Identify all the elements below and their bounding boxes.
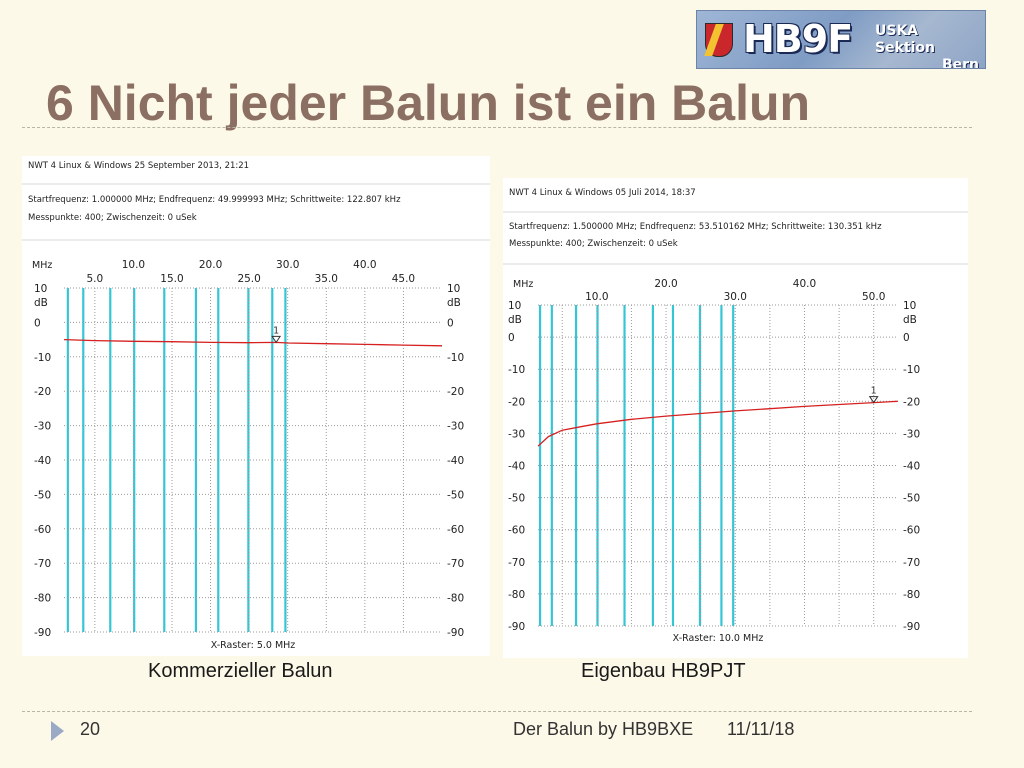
footer-date: 11/11/18 — [727, 719, 795, 739]
measurement-trace — [63, 338, 443, 347]
marker-triangle — [271, 335, 282, 344]
chart-panel-homebrew: NWT 4 Linux & Windows 05 Juli 2014, 18:3… — [503, 178, 968, 658]
footer-divider — [22, 711, 972, 712]
slide-arrow-icon — [51, 721, 64, 741]
y-tick-label-right: -40 — [903, 461, 920, 473]
title-divider — [22, 127, 972, 128]
x-raster-label: X-Raster: 5.0 MHz — [211, 640, 296, 651]
x-tick-label-bottom: 50.0 — [862, 291, 885, 303]
logo-section-line1: USKA Sektion — [875, 23, 935, 56]
logo-callsign: HB9F — [743, 17, 853, 61]
y-tick-label-left: -80 — [508, 589, 525, 601]
y-unit-label-left: dB — [34, 297, 48, 309]
x-tick-label-bottom: 25.0 — [237, 273, 260, 285]
y-tick-label-right: -70 — [447, 558, 464, 570]
chart-commercial-balun: NWT 4 Linux & Windows 25 September 2013,… — [22, 161, 490, 651]
y-tick-label-left: 0 — [34, 317, 41, 329]
y-tick-label-right: -40 — [447, 455, 464, 467]
y-tick-label-left: -70 — [34, 558, 51, 570]
x-tick-label-bottom: 5.0 — [87, 273, 104, 285]
y-tick-label-left: -20 — [34, 386, 51, 398]
y-tick-label-right: -10 — [447, 352, 464, 364]
y-tick-label-left: -10 — [34, 352, 51, 364]
marker-triangle — [868, 396, 879, 404]
measurement-trace — [537, 400, 898, 447]
chart-header-line3: Messpunkte: 400; Zwischenzeit: 0 uSek — [509, 239, 678, 249]
y-tick-label-right: -90 — [447, 627, 464, 639]
chart-header-line3: Messpunkte: 400; Zwischenzeit: 0 uSek — [28, 213, 197, 223]
logo-section-text: USKA Sektion Bern — [875, 23, 981, 69]
y-unit-label-right: dB — [447, 297, 461, 309]
uska-logo: HB9F USKA Sektion Bern — [696, 10, 986, 69]
bern-bear-shield-icon — [704, 23, 733, 57]
y-tick-label-right: -50 — [903, 493, 920, 505]
chart-homebrew-balun: NWT 4 Linux & Windows 05 Juli 2014, 18:3… — [503, 188, 968, 644]
y-tick-label-right: 10 — [447, 283, 460, 295]
caption-commercial: Kommerzieller Balun — [148, 660, 333, 682]
x-tick-label-bottom: 15.0 — [160, 273, 183, 285]
y-tick-label-right: -10 — [903, 364, 920, 376]
y-tick-label-right: -30 — [447, 421, 464, 433]
y-tick-label-left: -90 — [508, 621, 525, 633]
y-tick-label-left: -30 — [508, 428, 525, 440]
y-tick-label-right: 0 — [447, 317, 454, 329]
y-unit-label-left: dB — [508, 314, 522, 326]
y-tick-label-right: -80 — [447, 593, 464, 605]
chart-header-line2: Startfrequenz: 1.000000 MHz; Endfrequenz… — [28, 195, 401, 205]
y-tick-label-left: -60 — [34, 524, 51, 536]
x-tick-label-top: 10.0 — [122, 259, 145, 271]
x-tick-label-bottom: 45.0 — [392, 273, 415, 285]
x-tick-label-top: 30.0 — [276, 259, 299, 271]
logo-section-line2: Bern — [941, 57, 979, 69]
y-tick-label-left: -20 — [508, 396, 525, 408]
y-tick-label-left: 0 — [508, 332, 515, 344]
x-unit-label: MHz — [32, 260, 52, 271]
page-number: 20 — [80, 719, 101, 739]
footer-title: Der Balun by HB9BXE — [513, 719, 694, 739]
marker-label: 1 — [273, 325, 279, 336]
y-tick-label-left: 10 — [34, 283, 47, 295]
y-tick-label-right: -80 — [903, 589, 920, 601]
chart-header-line1: NWT 4 Linux & Windows 25 September 2013,… — [28, 161, 249, 171]
y-tick-label-right: -20 — [903, 396, 920, 408]
y-tick-label-left: -90 — [34, 627, 51, 639]
y-unit-label-right: dB — [903, 314, 917, 326]
x-raster-label: X-Raster: 10.0 MHz — [673, 633, 764, 644]
x-tick-label-bottom: 30.0 — [724, 291, 747, 303]
caption-homebrew: Eigenbau HB9PJT — [581, 660, 746, 682]
y-tick-label-right: -60 — [903, 525, 920, 537]
x-tick-label-bottom: 10.0 — [585, 291, 608, 303]
y-tick-label-left: -10 — [508, 364, 525, 376]
chart-header-line2: Startfrequenz: 1.500000 MHz; Endfrequenz… — [509, 222, 882, 232]
x-tick-label-top: 40.0 — [353, 259, 376, 271]
y-tick-label-right: -20 — [447, 386, 464, 398]
y-tick-label-left: -40 — [508, 461, 525, 473]
y-tick-label-left: -70 — [508, 557, 525, 569]
y-tick-label-left: -80 — [34, 593, 51, 605]
y-tick-label-right: 10 — [903, 300, 916, 312]
marker-label: 1 — [871, 386, 877, 397]
x-unit-label: MHz — [513, 279, 533, 290]
y-tick-label-right: 0 — [903, 332, 910, 344]
y-tick-label-left: -60 — [508, 525, 525, 537]
x-tick-label-top: 40.0 — [793, 278, 816, 290]
y-tick-label-left: -50 — [34, 489, 51, 501]
y-tick-label-right: -30 — [903, 428, 920, 440]
chart-header-line1: NWT 4 Linux & Windows 05 Juli 2014, 18:3… — [509, 188, 696, 198]
x-tick-label-top: 20.0 — [199, 259, 222, 271]
x-tick-label-top: 20.0 — [654, 278, 677, 290]
y-tick-label-left: 10 — [508, 300, 521, 312]
x-tick-label-bottom: 35.0 — [315, 273, 338, 285]
y-tick-label-left: -30 — [34, 421, 51, 433]
y-tick-label-left: -50 — [508, 493, 525, 505]
y-tick-label-right: -50 — [447, 489, 464, 501]
chart-panel-commercial: NWT 4 Linux & Windows 25 September 2013,… — [22, 156, 490, 656]
y-tick-label-left: -40 — [34, 455, 51, 467]
y-tick-label-right: -70 — [903, 557, 920, 569]
y-tick-label-right: -60 — [447, 524, 464, 536]
y-tick-label-right: -90 — [903, 621, 920, 633]
slide-title: 6 Nicht jeder Balun ist ein Balun — [46, 75, 811, 131]
